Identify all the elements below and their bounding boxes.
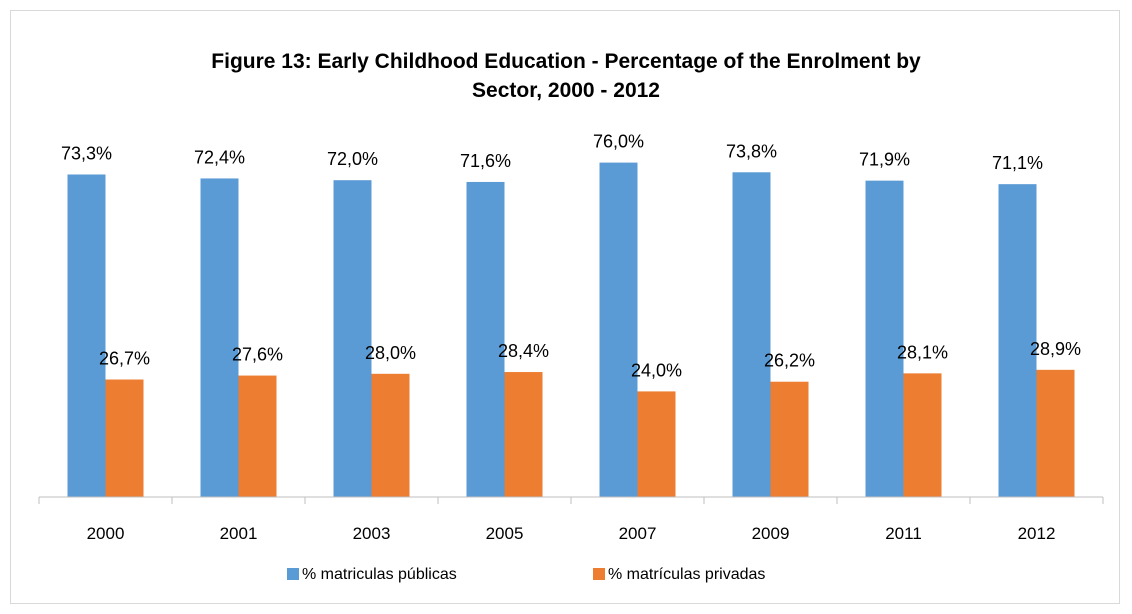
- x-tick-label-2009: 2009: [752, 524, 790, 543]
- data-label-public-2001: 72,4%: [194, 147, 245, 167]
- bar-public-2003: [333, 180, 372, 497]
- bar-private-2001: [238, 375, 277, 497]
- legend-label-public: % matriculas públicas: [302, 566, 457, 583]
- data-label-private-2003: 28,0%: [365, 343, 416, 363]
- x-tick-label-2011: 2011: [885, 524, 922, 543]
- bar-private-2012: [1036, 369, 1075, 497]
- data-label-public-2011: 71,9%: [859, 150, 910, 170]
- data-label-public-2012: 71,1%: [992, 153, 1043, 173]
- bar-private-2007: [637, 391, 676, 497]
- bar-public-2007: [599, 162, 638, 497]
- x-tick-label-2000: 2000: [87, 524, 125, 543]
- bar-public-2001: [200, 178, 239, 497]
- data-label-private-2007: 24,0%: [631, 360, 682, 380]
- bar-private-2003: [371, 373, 410, 497]
- data-label-private-2001: 27,6%: [232, 345, 283, 365]
- legend: % matriculas públicas % matrículas privad…: [287, 566, 765, 583]
- data-label-private-2012: 28,9%: [1030, 339, 1081, 359]
- data-label-public-2009: 73,8%: [726, 141, 777, 161]
- bar-public-2000: [67, 174, 106, 498]
- legend-label-private: % matrículas privadas: [608, 566, 765, 583]
- data-label-public-2007: 76,0%: [593, 132, 644, 152]
- x-tick-label-2012: 2012: [1018, 524, 1056, 543]
- data-label-private-2009: 26,2%: [764, 351, 815, 371]
- bar-public-2005: [466, 181, 505, 497]
- chart-title: Figure 13: Early Childhood Education - P…: [211, 50, 921, 102]
- x-tick-label-2003: 2003: [353, 524, 391, 543]
- data-label-public-2005: 71,6%: [460, 151, 511, 171]
- bar-private-2000: [105, 379, 144, 497]
- plot-area: 73,3% 72,4% 72,0% 71,6% 76,0% 73,8% 71,9% 71,1%…: [38, 132, 1104, 543]
- bar-public-2009: [732, 172, 771, 497]
- legend-swatch-private: [593, 568, 605, 580]
- x-tick-label-2007: 2007: [619, 524, 657, 543]
- chart-title-line-1: Figure 13: Early Childhood Education - P…: [211, 50, 921, 73]
- bar-public-2011: [865, 180, 904, 497]
- chart-frame: Figure 13: Early Childhood Education - P…: [10, 10, 1120, 604]
- chart-title-line-2: Sector, 2000 - 2012: [472, 79, 660, 102]
- data-label-public-2003: 72,0%: [327, 149, 378, 169]
- bar-private-2009: [770, 381, 809, 497]
- legend-swatch-public: [287, 568, 299, 580]
- bar-private-2011: [903, 373, 942, 497]
- bar-public-2012: [998, 184, 1037, 497]
- data-label-public-2000: 73,3%: [61, 143, 112, 163]
- bar-private-2005: [504, 372, 543, 497]
- x-tick-label-2005: 2005: [486, 524, 524, 543]
- data-label-private-2005: 28,4%: [498, 341, 549, 361]
- data-label-private-2011: 28,1%: [897, 342, 948, 362]
- data-label-private-2000: 26,7%: [99, 349, 150, 369]
- bar-chart: Figure 13: Early Childhood Education - P…: [38, 50, 1104, 583]
- x-tick-label-2001: 2001: [220, 524, 258, 543]
